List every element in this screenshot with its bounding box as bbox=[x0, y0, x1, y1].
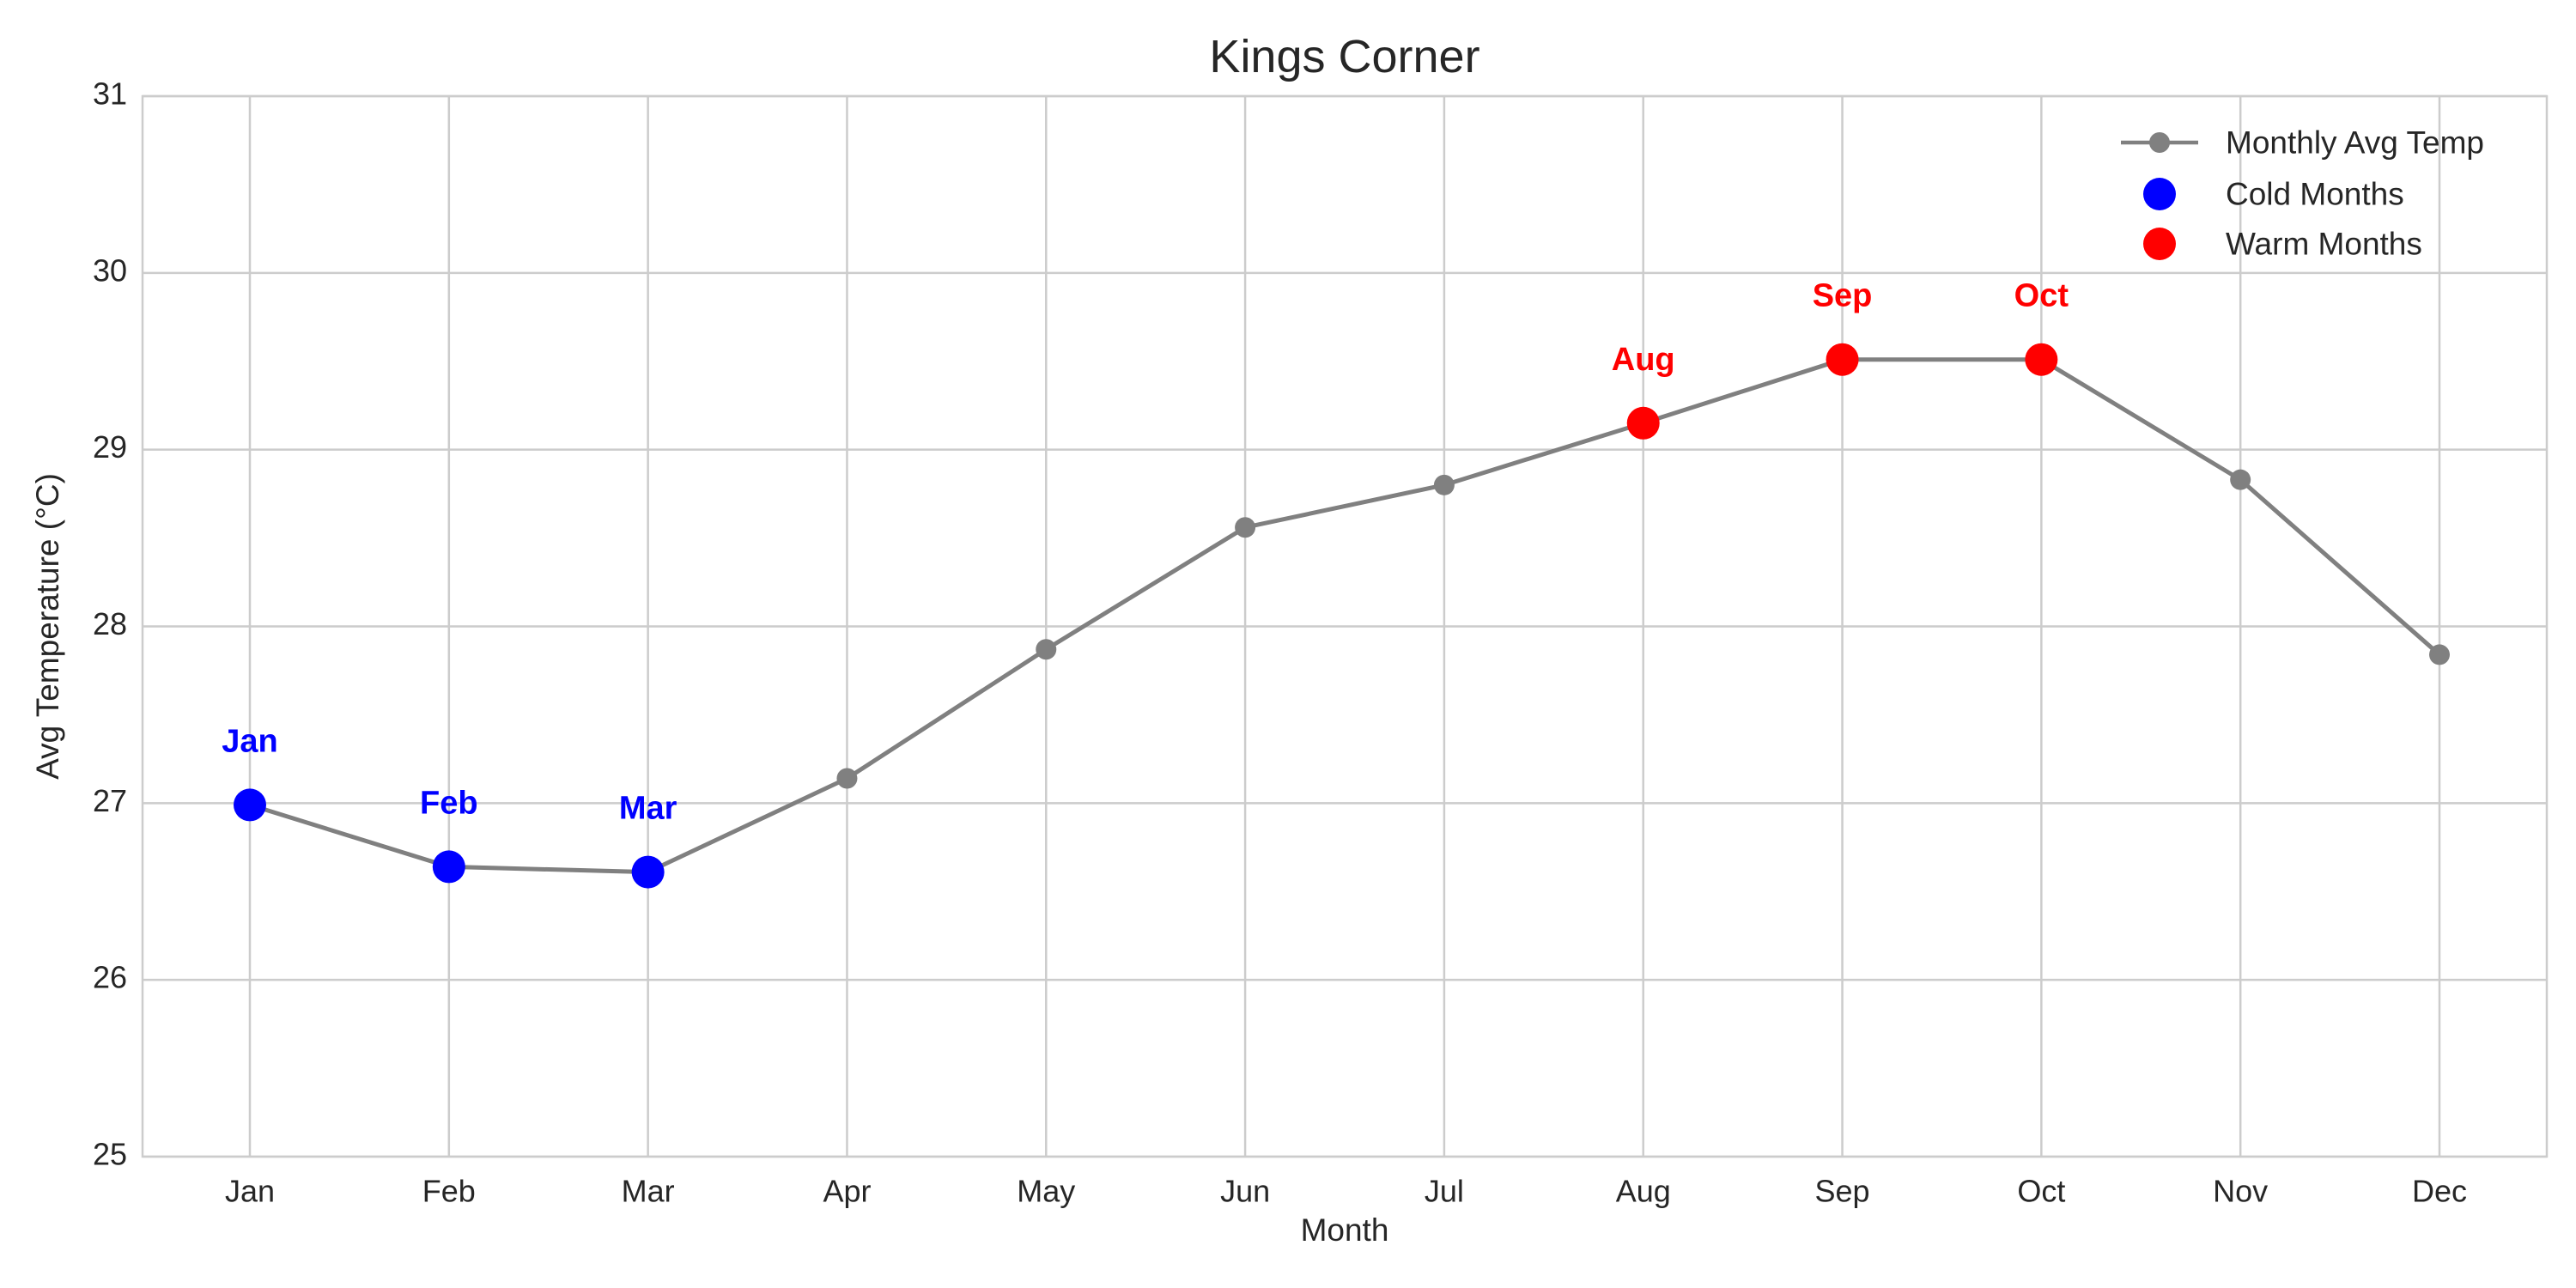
x-tick-label: Apr bbox=[823, 1174, 871, 1209]
point-label: Feb bbox=[420, 785, 478, 821]
legend-item-warm: Warm Months bbox=[2143, 227, 2422, 262]
warm-month-point bbox=[2025, 343, 2058, 376]
x-axis-title: Month bbox=[1301, 1212, 1389, 1248]
point-label: Aug bbox=[1612, 342, 1675, 378]
y-tick-label: 30 bbox=[93, 252, 127, 288]
point-labels: Jan Feb Mar Aug Sep Oct bbox=[222, 278, 2069, 827]
x-tick-label: May bbox=[1017, 1174, 1075, 1209]
line-marker bbox=[1433, 474, 1455, 495]
x-tick-label: Nov bbox=[2213, 1174, 2268, 1209]
cold-month-point bbox=[631, 855, 665, 889]
tick-labels: Jan Feb Mar Apr May Jun Jul Aug Sep Oct Nov Dec 25 26… bbox=[93, 76, 2467, 1209]
legend-item-cold: Cold Months bbox=[2143, 177, 2404, 212]
x-tick-label: Jul bbox=[1425, 1174, 1464, 1209]
y-tick-label: 29 bbox=[93, 429, 127, 465]
x-tick-label: Jun bbox=[1220, 1174, 1270, 1209]
cold-month-point bbox=[234, 788, 266, 822]
warm-month-point bbox=[1826, 343, 1859, 376]
series-layer bbox=[234, 343, 2450, 889]
line-marker bbox=[836, 768, 858, 789]
x-tick-label: Mar bbox=[622, 1174, 675, 1209]
point-label: Sep bbox=[1813, 278, 1873, 314]
line-marker bbox=[1036, 639, 1057, 660]
line-marker bbox=[2429, 644, 2450, 665]
warm-month-point bbox=[1626, 406, 1660, 440]
x-tick-label: Oct bbox=[2017, 1174, 2065, 1209]
point-label: Oct bbox=[2014, 278, 2069, 314]
x-tick-label: Dec bbox=[2412, 1174, 2467, 1209]
grid bbox=[143, 94, 2547, 1158]
y-tick-label: 26 bbox=[93, 960, 127, 995]
chart-title: Kings Corner bbox=[1209, 31, 1479, 82]
series-line bbox=[249, 357, 2441, 875]
legend-label: Cold Months bbox=[2226, 177, 2404, 212]
cold-month-point bbox=[432, 850, 465, 884]
legend-label: Warm Months bbox=[2226, 227, 2422, 262]
x-tick-label: Sep bbox=[1815, 1174, 1870, 1209]
x-tick-label: Aug bbox=[1616, 1174, 1671, 1209]
x-tick-label: Jan bbox=[225, 1174, 275, 1209]
point-label: Mar bbox=[619, 791, 677, 827]
y-tick-label: 31 bbox=[93, 76, 127, 112]
legend-label: Monthly Avg Temp bbox=[2226, 125, 2484, 161]
x-tick-label: Feb bbox=[422, 1174, 476, 1209]
line-marker bbox=[2230, 469, 2251, 490]
legend: Monthly Avg Temp Cold Months Warm Months bbox=[2121, 125, 2484, 262]
line-marker bbox=[1235, 517, 1256, 538]
y-axis-title: Avg Temperature (°C) bbox=[30, 473, 65, 780]
y-tick-label: 27 bbox=[93, 783, 127, 818]
point-label: Jan bbox=[222, 723, 277, 759]
y-tick-label: 28 bbox=[93, 606, 127, 641]
y-tick-label: 25 bbox=[93, 1137, 127, 1172]
plot-frame bbox=[141, 94, 2549, 1158]
legend-item-line: Monthly Avg Temp bbox=[2121, 125, 2484, 161]
